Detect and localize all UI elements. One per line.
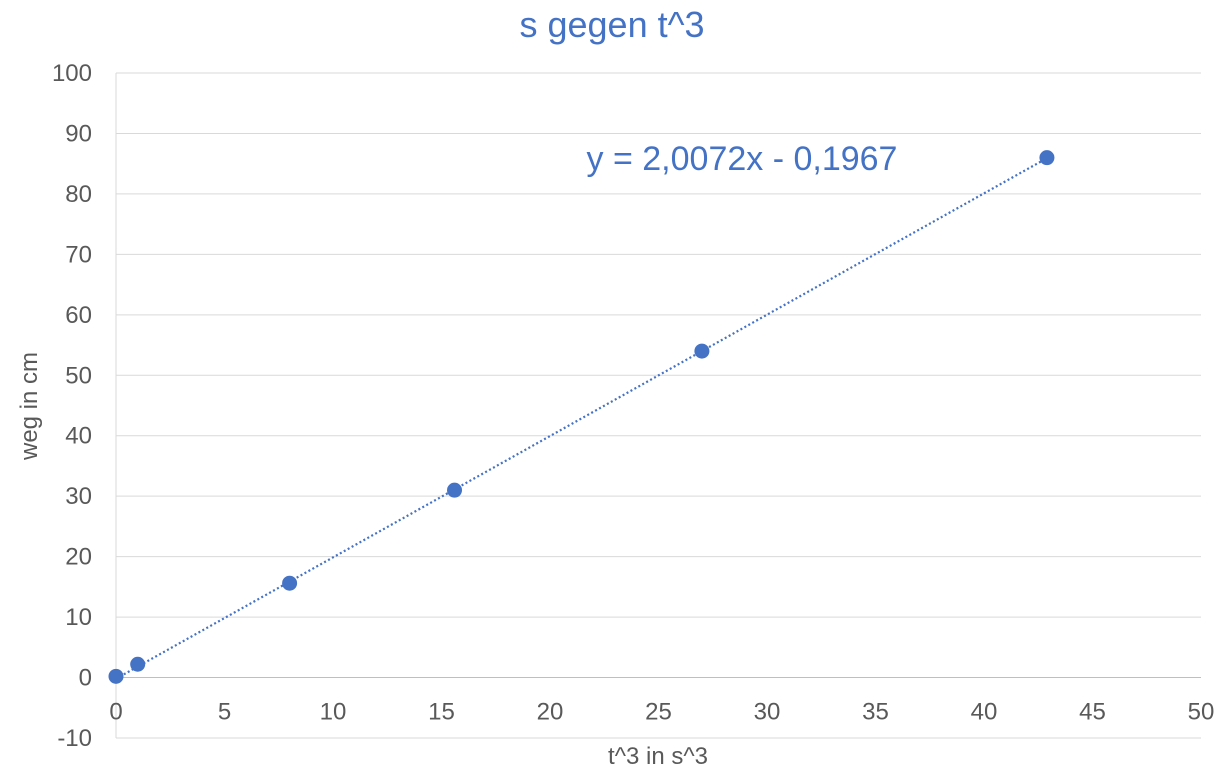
x-tick-label: 0 [109,699,122,726]
x-tick-label: 50 [1188,699,1215,726]
x-tick-label: 45 [1079,699,1106,726]
y-tick-label: 20 [65,544,92,571]
trendline [115,157,1048,680]
y-tick-label: 60 [65,302,92,329]
data-point [447,482,463,498]
y-tick-label: -10 [57,725,92,752]
x-tick-label: 10 [320,699,347,726]
data-point [108,668,124,684]
x-tick-label: 35 [862,699,889,726]
data-points [108,150,1055,684]
y-tick-label: 30 [65,483,92,510]
y-tick-label: 90 [65,120,92,147]
trendline-group [115,157,1048,680]
y-tick-label: 0 [79,665,92,692]
data-point [1039,150,1055,166]
y-axis-label: weg in cm [16,352,43,461]
y-tick-labels: -10 0 10 20 30 40 50 60 70 80 90 100 [52,60,92,752]
chart-title: s gegen t^3 [519,4,704,45]
y-tick-label: 50 [65,362,92,389]
data-point [694,343,710,359]
x-tick-label: 40 [971,699,998,726]
x-tick-label: 20 [537,699,564,726]
y-tick-label: 10 [65,604,92,631]
y-tick-label: 70 [65,241,92,268]
trendline-equation: y = 2,0072x - 0,1967 [587,140,898,178]
y-tick-label: 40 [65,423,92,450]
x-tick-labels: 0 5 10 15 20 25 30 35 40 45 50 [109,699,1214,726]
y-tick-label: 80 [65,181,92,208]
x-tick-label: 30 [754,699,781,726]
x-tick-label: 25 [645,699,672,726]
x-axis-label: t^3 in s^3 [608,743,708,770]
x-tick-label: 15 [428,699,455,726]
y-tick-label: 100 [52,60,92,87]
data-point [282,575,298,591]
x-tick-label: 5 [218,699,231,726]
axes [115,73,1201,738]
data-point [130,656,146,672]
